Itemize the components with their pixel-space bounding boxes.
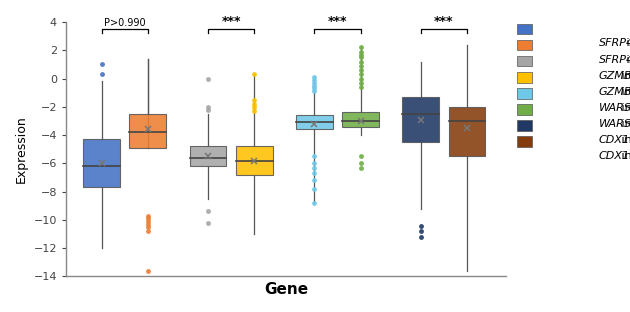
Text: in pT1N1: in pT1N1 xyxy=(618,135,630,145)
Y-axis label: Expression: Expression xyxy=(15,115,28,183)
Text: ***: *** xyxy=(434,15,454,28)
Bar xyxy=(236,146,273,175)
Bar xyxy=(129,114,166,148)
Text: SFRP4: SFRP4 xyxy=(598,55,630,65)
Bar xyxy=(83,139,120,188)
Bar xyxy=(190,146,226,166)
Bar xyxy=(403,97,439,142)
Text: ***: *** xyxy=(328,15,347,28)
Text: in II/III: in II/III xyxy=(618,119,630,129)
Text: GZMB: GZMB xyxy=(598,71,630,80)
Text: in pT1N1: in pT1N1 xyxy=(618,71,630,80)
Text: ***: *** xyxy=(221,15,241,28)
Bar xyxy=(296,115,333,129)
Text: CDX1: CDX1 xyxy=(598,151,629,161)
Bar xyxy=(449,107,486,156)
Legend: , , , , , , , : , , , , , , , xyxy=(516,22,538,149)
Text: in II/III: in II/III xyxy=(622,55,630,65)
Text: GZMB: GZMB xyxy=(598,87,630,97)
Bar xyxy=(342,112,379,127)
Text: in II/III: in II/III xyxy=(618,87,630,97)
Text: CDX1: CDX1 xyxy=(598,135,629,145)
Text: WARS: WARS xyxy=(598,119,630,129)
Text: SFRP4: SFRP4 xyxy=(598,38,630,48)
Text: in pT1N1: in pT1N1 xyxy=(622,38,630,48)
Text: WARS: WARS xyxy=(598,103,630,113)
Text: P>0.990: P>0.990 xyxy=(104,18,146,28)
X-axis label: Gene: Gene xyxy=(264,282,308,297)
Text: in II/III: in II/III xyxy=(618,151,630,161)
Text: in pT1N1: in pT1N1 xyxy=(618,103,630,113)
